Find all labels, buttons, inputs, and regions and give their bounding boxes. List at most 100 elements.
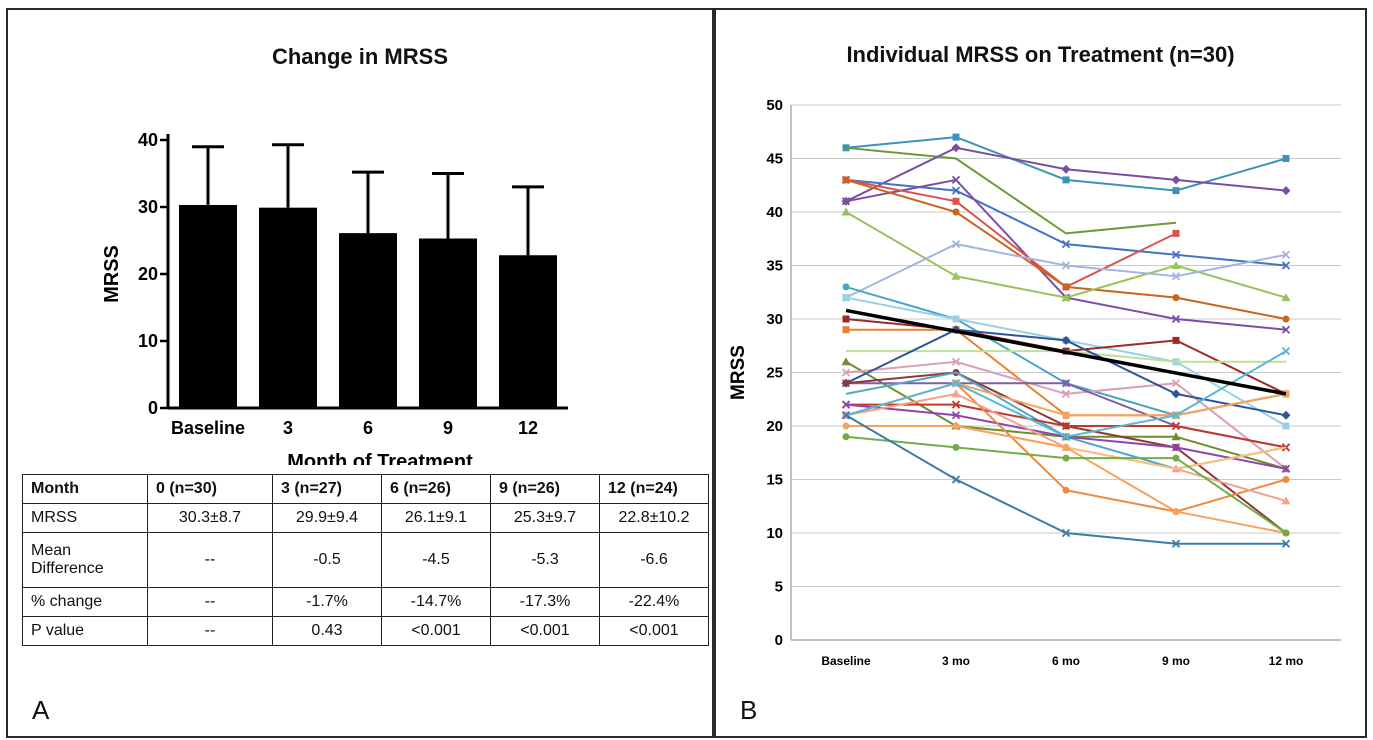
table-cell: -4.5	[381, 532, 491, 588]
data-point	[1172, 508, 1180, 516]
data-point	[951, 411, 961, 420]
table-cell: -5.3	[490, 532, 600, 588]
x-tick-label: Baseline	[821, 654, 871, 668]
data-point	[1061, 389, 1071, 399]
data-point	[1061, 293, 1071, 302]
table-row: MRSS 30.3±8.7 29.9±9.4 26.1±9.1 25.3±9.7…	[22, 503, 709, 533]
table-cell: <0.001	[381, 616, 491, 646]
data-point	[952, 208, 960, 216]
data-point	[1171, 432, 1181, 441]
data-point	[1282, 315, 1290, 323]
data-point	[951, 357, 961, 366]
data-point	[1062, 443, 1070, 451]
data-point	[1172, 294, 1180, 302]
data-point	[1171, 250, 1181, 259]
data-point	[951, 379, 961, 388]
x-axis-label: Month of Treatment	[287, 451, 473, 465]
bar	[499, 255, 557, 408]
data-point	[1171, 175, 1181, 185]
data-point	[951, 475, 961, 484]
data-point	[951, 389, 961, 398]
stats-header-row: Month 0 (n=30) 3 (n=27) 6 (n=26) 9 (n=26…	[22, 474, 709, 504]
data-point	[1282, 529, 1290, 537]
data-point	[1061, 379, 1071, 388]
bar-chart-title: Change in MRSS	[271, 44, 448, 69]
panel-letter-b: B	[740, 695, 758, 725]
data-point	[1172, 187, 1180, 195]
data-point	[841, 357, 851, 366]
table-cell: -6.6	[599, 532, 709, 588]
data-point	[1171, 272, 1181, 281]
x-tick-label: 12	[518, 418, 538, 438]
y-tick-label: 5	[775, 579, 783, 596]
table-cell: <0.001	[599, 616, 709, 646]
header-cell: 3 (n=27)	[272, 474, 382, 504]
y-tick-label: 15	[766, 472, 783, 489]
table-cell: -0.5	[272, 532, 382, 588]
y-tick-label: 10	[138, 331, 158, 351]
data-point	[1171, 539, 1181, 548]
panel-b: Individual MRSS on Treatment (n=30) 0 5 10…	[714, 8, 1367, 738]
data-point	[1171, 314, 1181, 324]
table-cell: 30.3±8.7	[147, 503, 273, 533]
data-point	[1281, 186, 1291, 196]
table-cell: -17.3%	[490, 587, 600, 617]
data-point	[1282, 155, 1290, 162]
bar	[259, 207, 317, 408]
data-point	[842, 433, 850, 441]
table-cell: --	[147, 616, 273, 646]
data-point	[1281, 293, 1291, 302]
y-tick-label: 35	[766, 258, 783, 275]
series-line	[845, 178, 1287, 331]
y-tick-label: 40	[138, 130, 158, 150]
x-tick-label: 9	[443, 418, 453, 438]
y-tick-label: 40	[766, 204, 783, 221]
table-cell: -22.4%	[599, 587, 709, 617]
data-point	[1061, 239, 1071, 249]
data-point	[952, 197, 960, 205]
line-chart-title: Individual MRSS on Treatment (n=30)	[846, 42, 1235, 67]
table-cell: 26.1±9.1	[381, 503, 491, 533]
row-label: % change	[22, 587, 148, 617]
data-point	[1281, 261, 1291, 270]
data-point	[1282, 476, 1290, 483]
data-point	[841, 197, 851, 206]
data-point	[1282, 422, 1290, 430]
x-tick-label: 6	[363, 418, 373, 438]
y-axis-label: MRSS	[728, 345, 749, 400]
table-row: Mean Difference -- -0.5 -4.5 -5.3 -6.6	[22, 532, 709, 588]
y-tick-label: 25	[766, 365, 783, 382]
header-cell: 12 (n=24)	[599, 474, 709, 504]
data-point	[1062, 176, 1070, 184]
data-point	[842, 176, 850, 184]
table-cell: -14.7%	[381, 587, 491, 617]
row-label: P value	[22, 616, 148, 646]
header-cell: Month	[22, 474, 148, 504]
data-point	[1281, 410, 1291, 420]
data-point	[1281, 539, 1291, 548]
data-point	[1172, 336, 1180, 344]
data-point	[952, 133, 960, 141]
y-tick-label: 20	[138, 264, 158, 284]
stats-table: Month 0 (n=30) 3 (n=27) 6 (n=26) 9 (n=26…	[22, 474, 709, 646]
data-point	[952, 443, 960, 451]
trend-line	[845, 308, 1287, 396]
data-point	[1171, 261, 1181, 269]
header-cell: 6 (n=26)	[381, 474, 491, 504]
panel-letter-a: A	[32, 695, 50, 725]
y-axis-label: MRSS	[101, 245, 123, 303]
data-point	[951, 186, 961, 195]
data-point	[842, 422, 850, 430]
table-cell: --	[147, 532, 273, 588]
data-point	[1281, 346, 1291, 356]
data-point	[842, 283, 850, 291]
series-line	[845, 435, 1287, 534]
y-tick-label: 45	[766, 151, 783, 168]
y-tick-label: 50	[766, 97, 783, 114]
data-point	[841, 411, 851, 420]
data-point	[951, 400, 961, 409]
data-point	[1281, 496, 1291, 505]
data-point	[1062, 486, 1070, 494]
data-point	[841, 400, 851, 409]
y-tick-label: 20	[766, 418, 783, 435]
